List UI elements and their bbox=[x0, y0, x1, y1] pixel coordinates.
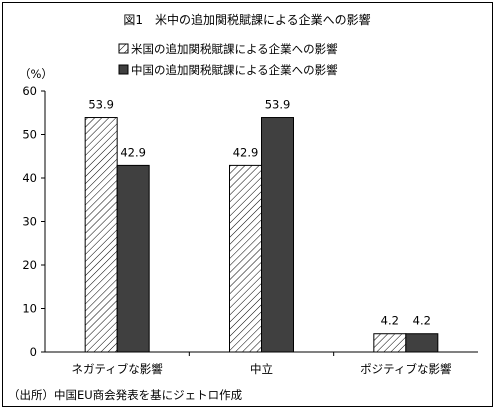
chart-title: 図1 米中の追加関税賦課による企業への影響 bbox=[123, 12, 370, 27]
y-tick-label: 10 bbox=[22, 302, 37, 316]
source-note: （出所）中国EU商会発表を基にジェトロ作成 bbox=[8, 388, 243, 402]
bar-cn bbox=[405, 333, 439, 353]
bar-cn bbox=[261, 117, 294, 353]
data-label-us: 53.9 bbox=[88, 98, 114, 112]
legend-swatch-us bbox=[118, 43, 129, 54]
y-tick-label: 30 bbox=[22, 215, 37, 229]
data-label-cn: 53.9 bbox=[265, 98, 291, 112]
plot-area: 0 10 20 30 40 50 60 ネガティブな影響 53.9 42.9 中立 42.9 53.9 ポ… bbox=[22, 84, 478, 376]
bar-cn bbox=[116, 164, 150, 353]
y-tick-label: 60 bbox=[22, 84, 37, 98]
data-label-us: 4.2 bbox=[381, 314, 399, 328]
y-tick-label: 20 bbox=[22, 258, 37, 272]
bar-us bbox=[373, 333, 407, 353]
x-category-label: 中立 bbox=[250, 362, 273, 376]
y-axis-unit-label: （%） bbox=[19, 67, 53, 81]
data-label-cn: 42.9 bbox=[120, 145, 146, 159]
bar-us bbox=[84, 117, 118, 353]
y-tick-label: 50 bbox=[22, 128, 37, 142]
bar-us bbox=[229, 164, 262, 353]
y-tick-label: 40 bbox=[22, 171, 37, 185]
data-label-cn: 4.2 bbox=[413, 314, 431, 328]
data-label-us: 42.9 bbox=[233, 145, 259, 159]
legend-label-us: 米国の追加関税賦課による企業への影響 bbox=[131, 42, 338, 56]
legend: 米国の追加関税賦課による企業への影響 中国の追加関税賦課による企業への影響 bbox=[118, 42, 338, 77]
y-tick-label: 0 bbox=[30, 345, 37, 359]
x-category-label: ポジティブな影響 bbox=[360, 362, 451, 376]
legend-swatch-cn bbox=[118, 64, 129, 75]
legend-label-cn: 中国の追加関税賦課による企業への影響 bbox=[131, 63, 338, 77]
x-category-label: ネガティブな影響 bbox=[72, 362, 163, 376]
